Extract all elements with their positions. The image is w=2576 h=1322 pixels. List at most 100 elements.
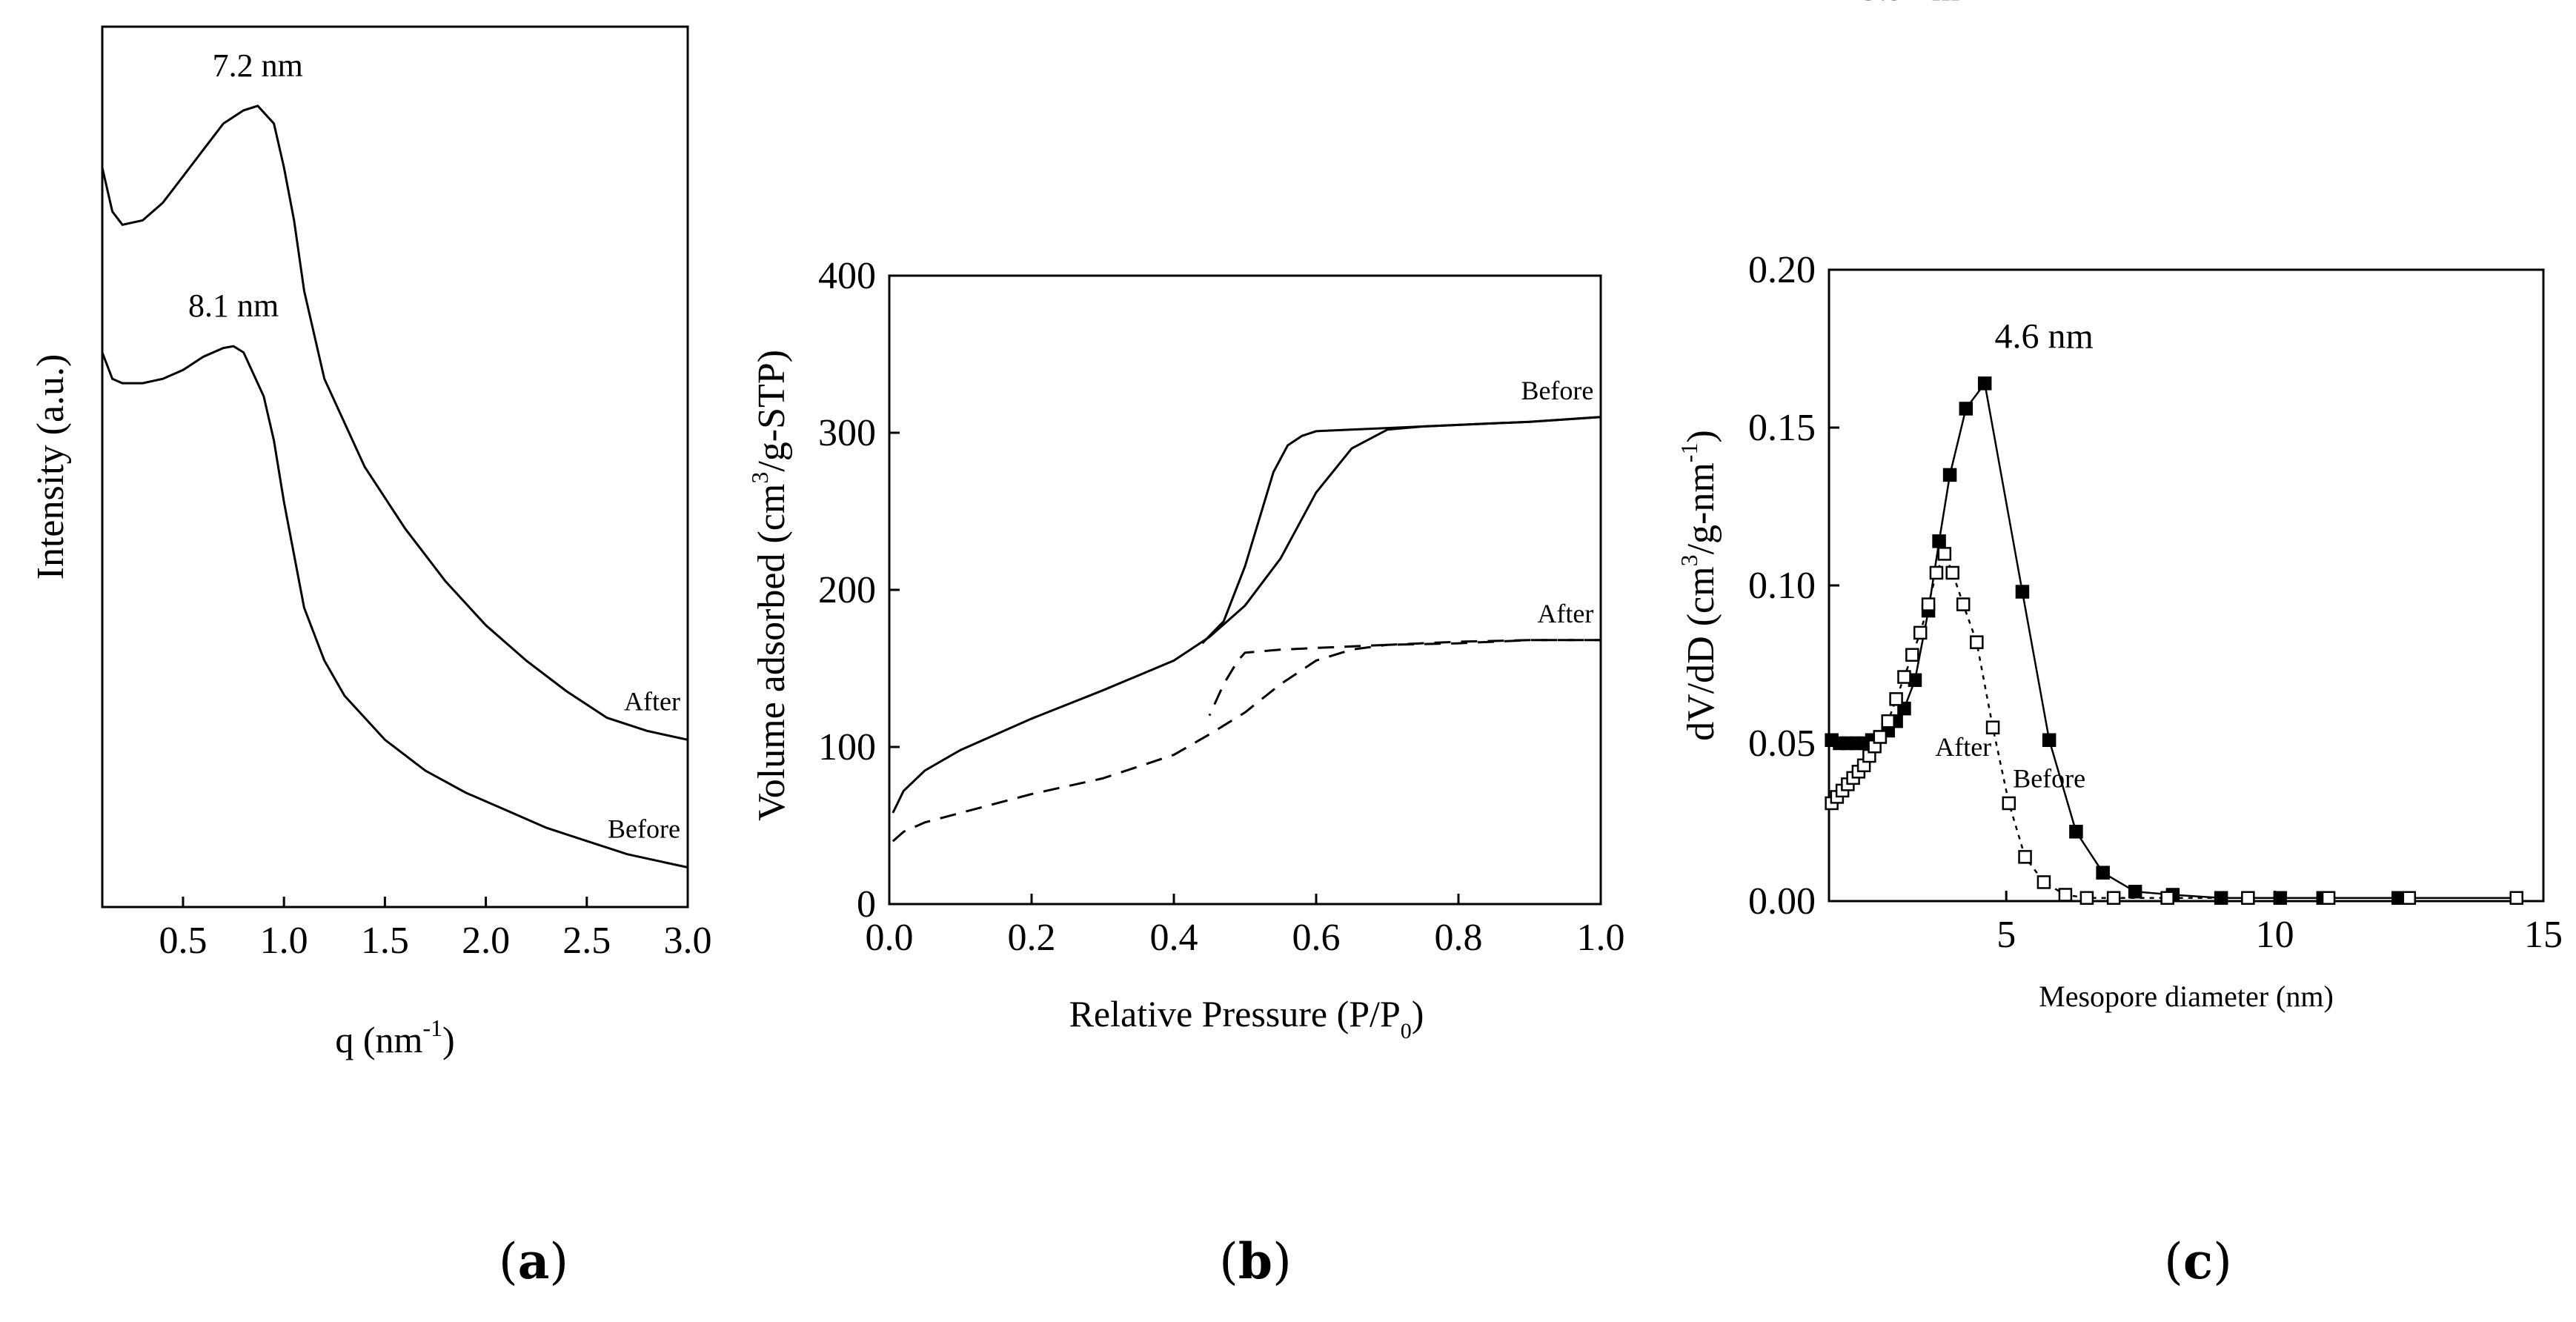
panel-a-series [101, 104, 688, 868]
panel-b-series-line-after-desorption [1208, 639, 1601, 717]
panel-a-peak-label-after: 7.2 nm [213, 47, 303, 84]
panel-c-ytick-label: 0.10 [1748, 565, 1816, 607]
panel-c-ytick-label: 0.05 [1748, 723, 1816, 765]
panel-b-caption: (b) [1219, 1232, 1292, 1290]
panel-a-xtick-label: 3.0 [664, 920, 712, 962]
panel-a-xtick-label: 1.0 [260, 920, 308, 962]
panel-b-ticks: 0.0 0.2 0.4 0.6 0.8 1.0 0 100 200 300 400 [818, 255, 1625, 959]
panel-b-series [892, 416, 1601, 843]
panel-b-ytick-label: 0 [857, 883, 876, 926]
panel-a-peak-label-before: 8.1 nm [188, 288, 279, 324]
panel-b-xtick-label: 1.0 [1577, 917, 1625, 959]
panel-c-point-after [2018, 850, 2032, 864]
panel-c-point-after [2106, 891, 2121, 905]
panel-c-point-after [2241, 891, 2255, 905]
panel-c-peak-label-after: 3.9 nm [1861, 0, 1959, 8]
panel-c-point-after [1985, 720, 2000, 734]
panel-a-xlabel: q (nm-1) [335, 1014, 454, 1060]
panel-c-frame [1828, 268, 2545, 903]
panel-c-legend-before: Before [2013, 764, 2085, 794]
panel-b-series-line-after-adsorption [892, 639, 1601, 843]
panel-a-xtick-label: 1.5 [361, 920, 409, 962]
panel-c-xtick-label: 10 [2256, 914, 2294, 956]
panel-a-series-labels: After 7.2 nm Before 8.1 nm [188, 47, 680, 844]
panel-c-point-after [1970, 635, 1984, 649]
panel-a-legend-after: After [624, 686, 680, 716]
panel-b-legend-before: Before [1521, 376, 1593, 405]
panel-c-point-after [1956, 597, 1971, 611]
panel-c-point-after [1937, 547, 1952, 561]
panel-c-point-before [2128, 884, 2142, 899]
panel-b-xlabel: Relative Pressure (P/P0) [1069, 993, 1424, 1043]
panel-c-point-after [1889, 692, 1903, 706]
panel-c-point-before [2015, 585, 2030, 599]
panel-b-xtick-label: 0.8 [1435, 917, 1483, 959]
panel-a-caption: (a) [499, 1232, 568, 1290]
panel-c-point-after [1921, 597, 1936, 611]
panel-a-series-line-before [101, 345, 688, 868]
panel-c-point-before [2214, 891, 2228, 905]
panel-a-frame [101, 25, 689, 909]
panel-c-point-after [1905, 648, 1919, 662]
panel-b: 0.0 0.2 0.4 0.6 0.8 1.0 0 100 200 300 400 Before Af… [746, 255, 1625, 1290]
panel-b-series-line-before-adsorption [892, 416, 1601, 814]
panel-b-xtick-label: 0.0 [866, 917, 914, 959]
panel-c-point-after [2036, 875, 2051, 889]
panel-b-legend-after: After [1537, 599, 1593, 628]
panel-c-point-after [1873, 730, 1888, 744]
panel-a-xtick-label: 0.5 [159, 920, 207, 962]
panel-c-point-after [1929, 565, 1944, 580]
panel-c-series-line-before [1831, 381, 2517, 899]
panel-c-series [1830, 381, 2517, 899]
panel-c-ytick-label: 0.15 [1748, 407, 1816, 449]
panel-c-ytick-label: 0.20 [1748, 249, 1816, 291]
panel-c-series-line-after [1830, 551, 2517, 899]
panel-c-caption: (c) [2164, 1232, 2232, 1290]
panel-a-legend-before: Before [608, 814, 680, 844]
panel-c-markers [1825, 376, 2524, 905]
panel-c-series-labels: 4.6 nm 3.9 nm After Before [1861, 0, 2094, 794]
panel-c-point-after [2321, 891, 2336, 905]
panel-a-ylabel: Intensity (a.u.) [30, 354, 72, 580]
panel-a-series-line-after [101, 104, 688, 741]
panel-c-xtick-label: 5 [1996, 914, 2016, 956]
panel-c-point-before [1977, 376, 1992, 391]
panel-c-point-before [1959, 402, 1974, 416]
panel-c-point-after [2160, 891, 2174, 905]
panel-c-legend-after: After [1935, 732, 1991, 762]
panel-c-point-before [2069, 825, 2083, 839]
panel-c-point-after [2058, 888, 2073, 902]
panel-c-xlabel: Mesopore diameter (nm) [2039, 980, 2334, 1013]
panel-b-xtick-label: 0.2 [1008, 917, 1056, 959]
panel-b-ylabel: Volume adsorbed (cm3/g-STP) [746, 350, 793, 821]
panel-a-xtick-label: 2.0 [462, 920, 510, 962]
panel-c-ticks: 5 10 15 0.00 0.05 0.10 0.15 0.20 [1748, 249, 2563, 956]
panel-c-peak-label-before: 4.6 nm [1995, 316, 2094, 356]
panel-c-point-before [1942, 468, 1957, 482]
panel-c-point-before [2273, 891, 2288, 905]
panel-b-series-labels: Before After [1521, 376, 1593, 628]
panel-b-ytick-label: 200 [818, 569, 876, 611]
panel-b-xtick-label: 0.4 [1150, 917, 1198, 959]
panel-c-point-after [2002, 796, 2016, 811]
panel-c-point-after [2402, 891, 2417, 905]
panel-c-ylabel: dV/dD (cm3/g-nm-1) [1676, 430, 1722, 741]
panel-b-ytick-label: 100 [818, 726, 876, 768]
panel-b-ytick-label: 400 [818, 255, 876, 297]
panel-b-xtick-label: 0.6 [1292, 917, 1341, 959]
panel-c-point-after [1913, 625, 1928, 640]
panel-c-point-before [2096, 866, 2110, 880]
panel-c-xtick-label: 15 [2524, 914, 2563, 956]
panel-c-point-before [1932, 534, 1946, 548]
panel-a-xtick-label: 2.5 [562, 920, 611, 962]
panel-c-point-after [2509, 891, 2524, 905]
panel-c-point-after [1945, 565, 1959, 580]
panel-b-series-line-before-desorption [1201, 416, 1601, 645]
panel-c-point-before [2042, 733, 2057, 747]
panel-b-frame [888, 274, 1602, 906]
panel-b-ytick-label: 300 [818, 412, 876, 454]
panel-c-ytick-label: 0.00 [1748, 880, 1816, 923]
panel-c: 5 10 15 0.00 0.05 0.10 0.15 0.20 4.6 nm 3.9 nm Af… [1676, 0, 2563, 1290]
panel-a-ticks: 0.5 1.0 1.5 2.0 2.5 3.0 [159, 897, 712, 962]
